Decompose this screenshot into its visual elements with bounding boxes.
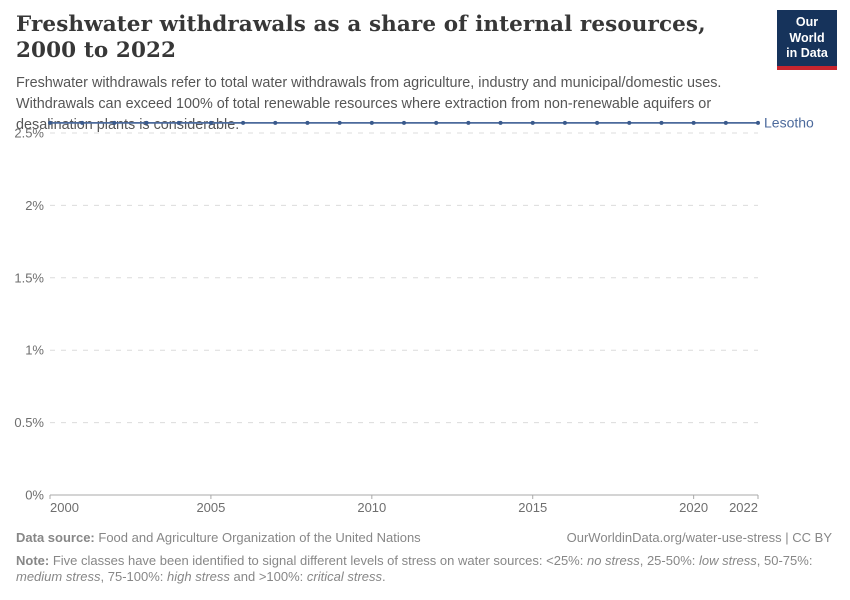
- text-segment: .: [382, 569, 386, 584]
- text-segment: Data source:: [16, 530, 99, 545]
- text-segment: high stress: [167, 569, 230, 584]
- series-label[interactable]: Lesotho: [764, 114, 814, 130]
- text-segment: , 75-100%:: [100, 569, 168, 584]
- data-point[interactable]: [434, 120, 439, 125]
- data-point[interactable]: [498, 120, 503, 125]
- x-axis-tick-label: 2022: [729, 500, 758, 515]
- data-point[interactable]: [466, 120, 471, 125]
- data-point[interactable]: [273, 120, 278, 125]
- footer-row: Data source: Food and Agriculture Organi…: [16, 530, 832, 546]
- data-point[interactable]: [627, 120, 632, 125]
- data-point[interactable]: [562, 120, 567, 125]
- text-segment: low stress: [698, 553, 757, 568]
- owid-logo-line1: Our World: [789, 15, 825, 45]
- text-segment: Food and Agriculture Organization of the…: [98, 530, 421, 545]
- owid-citation-link[interactable]: OurWorldinData.org/water-use-stress | CC…: [566, 530, 832, 545]
- y-axis-tick-label: 1%: [25, 343, 44, 358]
- chart-footer: Data source: Food and Agriculture Organi…: [16, 530, 832, 585]
- text-segment: , 50-75%:: [756, 553, 813, 568]
- data-point[interactable]: [691, 120, 696, 125]
- x-axis-tick-label: 2000: [50, 500, 79, 515]
- data-point[interactable]: [176, 120, 181, 125]
- data-point[interactable]: [305, 120, 310, 125]
- data-point[interactable]: [48, 120, 52, 125]
- text-segment: critical stress: [306, 569, 383, 584]
- data-point[interactable]: [723, 120, 728, 125]
- text-segment: no stress: [586, 553, 640, 568]
- data-point[interactable]: [595, 120, 600, 125]
- data-point[interactable]: [208, 120, 213, 125]
- data-point[interactable]: [659, 120, 664, 125]
- data-point[interactable]: [369, 120, 374, 125]
- y-axis-tick-label: 0.5%: [14, 415, 44, 430]
- text-segment: , 25-50%:: [639, 553, 699, 568]
- owid-logo-line2: in Data: [786, 46, 828, 60]
- chart-title: Freshwater withdrawals as a share of int…: [16, 12, 706, 63]
- x-axis-tick-label: 2020: [679, 500, 708, 515]
- data-point[interactable]: [80, 120, 85, 125]
- x-axis-tick-label: 2010: [357, 500, 386, 515]
- data-point[interactable]: [337, 120, 342, 125]
- text-segment: Five classes have been identified to sig…: [49, 553, 587, 568]
- text-segment: medium stress: [16, 569, 101, 584]
- data-point[interactable]: [756, 120, 760, 125]
- chart-header: Freshwater withdrawals as a share of int…: [16, 12, 766, 136]
- y-axis-tick-label: 0%: [25, 488, 44, 503]
- data-point[interactable]: [530, 120, 535, 125]
- data-point[interactable]: [112, 120, 117, 125]
- chart-subtitle: Freshwater withdrawals refer to total wa…: [16, 74, 722, 133]
- note-text: Note: Five classes have been identified …: [16, 553, 832, 585]
- y-axis-tick-label: 2%: [25, 198, 44, 213]
- owid-logo[interactable]: Our World in Data: [777, 10, 837, 70]
- x-axis-tick-label: 2015: [518, 500, 547, 515]
- data-source-text: Data source: Food and Agriculture Organi…: [16, 530, 421, 546]
- data-point[interactable]: [402, 120, 406, 125]
- text-segment: Note:: [16, 553, 50, 568]
- data-point[interactable]: [241, 120, 246, 125]
- x-axis-tick-label: 2005: [196, 500, 225, 515]
- data-point[interactable]: [144, 120, 149, 125]
- y-axis-tick-label: 1.5%: [14, 270, 44, 285]
- text-segment: and >100%:: [229, 569, 307, 584]
- y-axis-tick-label: 2.5%: [14, 126, 44, 141]
